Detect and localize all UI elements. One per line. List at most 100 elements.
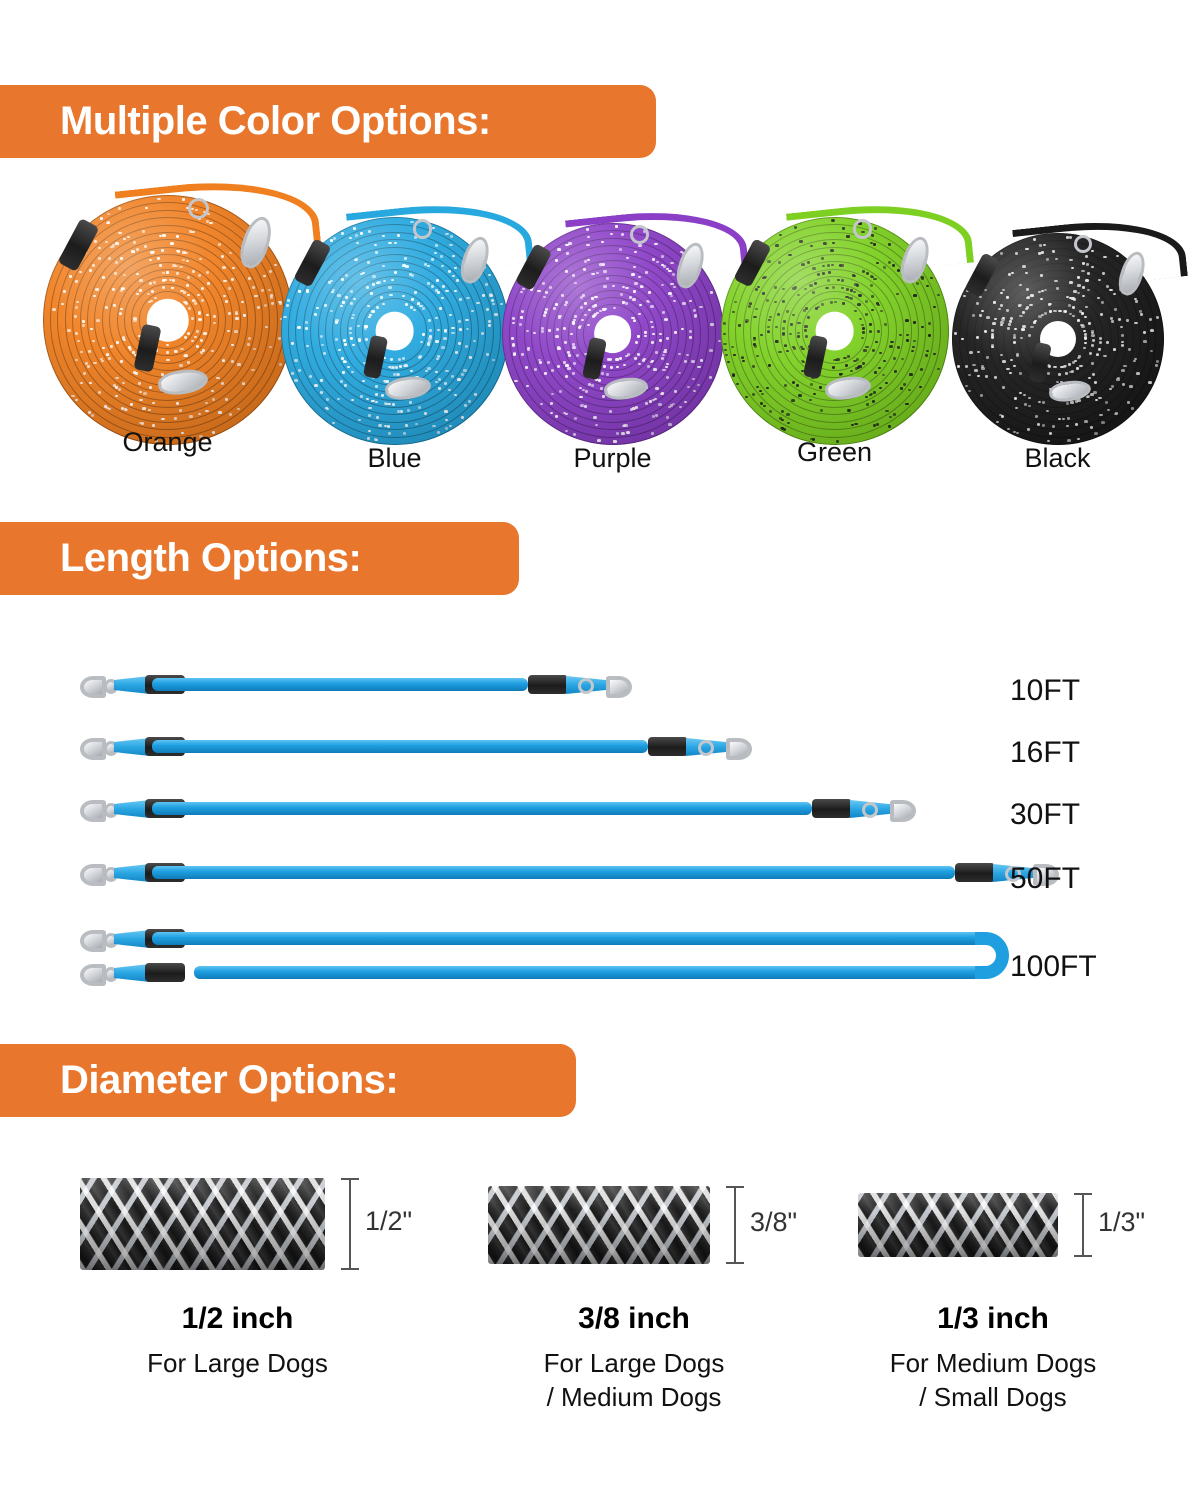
coil-fleck	[753, 315, 757, 319]
coil-fleck	[873, 424, 877, 427]
coil-fleck	[386, 402, 390, 406]
coil-fleck	[157, 197, 161, 201]
coil-fleck	[142, 407, 146, 410]
coil-fleck	[1001, 316, 1006, 320]
color-option-green[interactable]: Green	[720, 195, 975, 485]
coil-fleck	[593, 304, 598, 307]
color-option-orange[interactable]: Orange	[42, 171, 321, 485]
diameter-option-0[interactable]: 1/2" 1/2 inch For Large Dogs	[80, 1160, 412, 1480]
coil-fleck	[178, 409, 182, 413]
coil-fleck	[834, 358, 839, 362]
coil-fleck	[341, 232, 345, 235]
coil-fleck	[443, 337, 447, 340]
coil-fleck	[222, 359, 226, 363]
coil-fleck	[1042, 243, 1046, 247]
leash-row-30FT[interactable]: 30FT	[0, 798, 1200, 846]
snap-hook-left	[80, 930, 106, 952]
coil-fleck	[876, 330, 880, 333]
coil-fleck	[572, 432, 576, 436]
coil-fleck	[374, 251, 378, 254]
coil-fleck	[76, 339, 80, 343]
coil-fleck	[634, 282, 638, 286]
gauge-label: 3/8"	[750, 1207, 798, 1237]
leash-row-16FT[interactable]: 16FT	[0, 736, 1200, 784]
rope-taper-left	[114, 864, 150, 882]
coil-fleck	[768, 363, 772, 367]
coil-fleck	[346, 365, 350, 369]
coil-fleck	[343, 342, 347, 346]
coil-ring	[508, 230, 717, 438]
coil-fleck	[1033, 321, 1037, 324]
coil-ring	[981, 262, 1134, 416]
coil-fleck	[976, 350, 981, 354]
coil-fleck	[1121, 383, 1126, 386]
coil-fleck	[667, 405, 672, 409]
coil-fleck	[451, 254, 456, 258]
coil-fleck	[849, 297, 853, 301]
diameter-option-2[interactable]: 1/3" 1/3 inch For Medium Dogs / Small Dogs	[858, 1160, 1188, 1480]
coil-fleck	[837, 278, 841, 282]
coil-fleck	[912, 345, 916, 349]
coil-fleck	[832, 241, 836, 245]
color-option-black[interactable]: Black	[945, 195, 1188, 485]
coil-fleck	[359, 272, 364, 276]
coil-ring	[742, 239, 927, 423]
coil-fleck	[225, 398, 229, 401]
leash-row-10FT[interactable]: 10FT	[0, 674, 1200, 722]
coil-fleck	[871, 308, 875, 312]
coil-fleck	[1019, 283, 1023, 287]
coil-fleck	[841, 264, 845, 267]
coil-fleck	[427, 319, 431, 322]
coil-fleck	[370, 292, 374, 295]
coil-fleck	[227, 312, 231, 315]
coil-fleck	[809, 244, 813, 248]
coil-fleck	[891, 264, 895, 267]
coil-fleck	[211, 431, 215, 434]
coil-fleck	[576, 354, 580, 357]
coil-fleck	[118, 231, 122, 235]
rope-taper-left	[114, 800, 150, 818]
coil-fleck	[906, 333, 910, 337]
coil-fleck	[1006, 327, 1010, 330]
coil-fleck	[179, 364, 183, 367]
diameter-option-1[interactable]: 3/8" 3/8 inch For Large Dogs / Medium Dogs	[488, 1160, 818, 1480]
coil-fleck	[268, 288, 272, 292]
coil-fleck	[806, 261, 810, 264]
coil-fleck	[227, 286, 231, 290]
coil-fleck	[879, 309, 884, 313]
coil-fleck	[824, 286, 828, 290]
coil-fleck	[863, 349, 867, 353]
coil-fleck	[779, 417, 783, 420]
leash-row-50FT[interactable]: 50FT	[0, 862, 1200, 910]
coil-fleck	[199, 435, 203, 438]
coil-fleck	[148, 408, 152, 412]
coil-fleck	[800, 345, 804, 349]
coil-fleck	[992, 322, 996, 325]
coil-fleck	[639, 303, 643, 307]
coil-fleck	[364, 327, 368, 330]
coil-fleck	[1018, 372, 1023, 375]
color-option-blue[interactable]: Blue	[280, 195, 535, 485]
coil-fleck	[851, 274, 856, 277]
coil-fleck	[108, 357, 112, 360]
coil-fleck	[334, 321, 339, 325]
coil-fleck	[137, 334, 141, 338]
coil-fleck	[585, 228, 589, 231]
coil-fleck	[1074, 400, 1079, 403]
coil-fleck	[1143, 340, 1147, 343]
coil-fleck	[986, 316, 990, 319]
coil-fleck	[458, 297, 463, 301]
coil-fleck	[565, 243, 569, 247]
coil-fleck	[337, 348, 341, 352]
coil-fleck	[582, 268, 586, 271]
coil-fleck	[344, 296, 348, 299]
color-option-purple[interactable]: Purple	[500, 195, 749, 485]
coil-fleck	[371, 399, 375, 403]
coil-fleck	[980, 309, 984, 313]
coil-fleck	[294, 379, 298, 382]
coil-fleck	[196, 330, 200, 333]
coil-fleck	[180, 431, 184, 435]
coil-fleck	[193, 335, 197, 339]
coil-fleck	[870, 392, 874, 396]
coil-fleck	[626, 256, 630, 260]
